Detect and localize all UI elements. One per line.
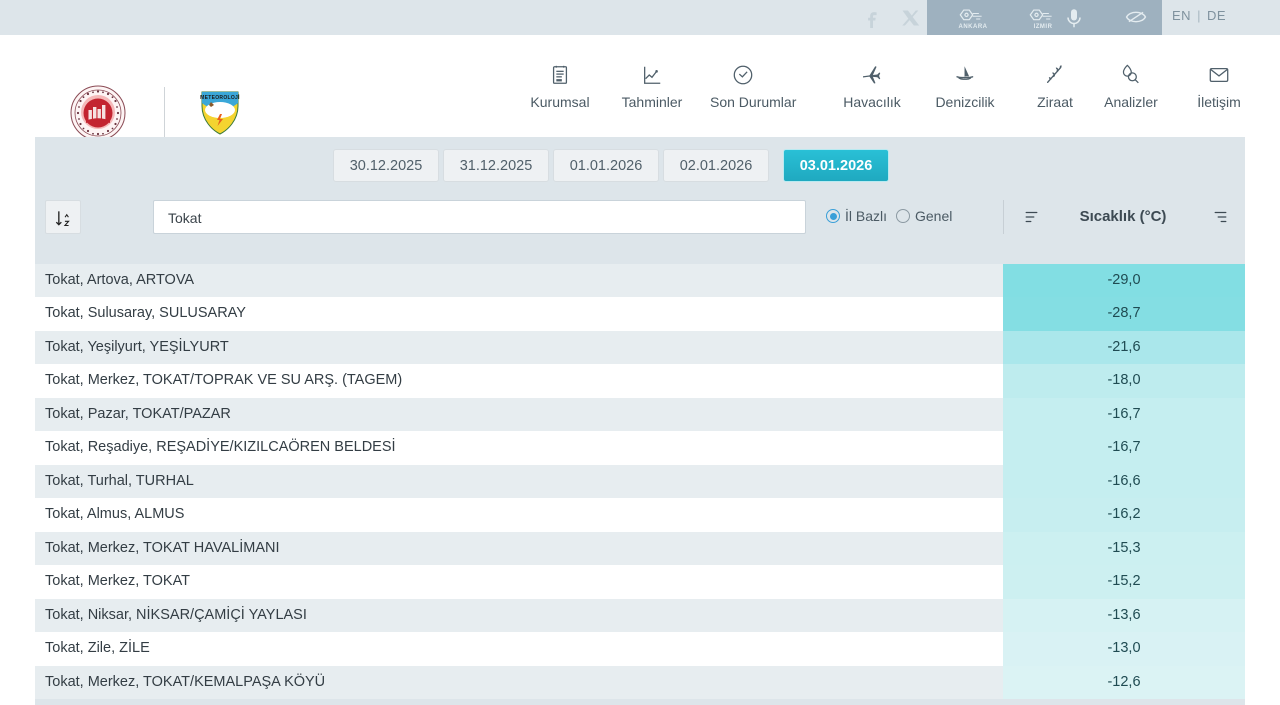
- svg-text:METEOROLOJİ: METEOROLOJİ: [200, 94, 240, 101]
